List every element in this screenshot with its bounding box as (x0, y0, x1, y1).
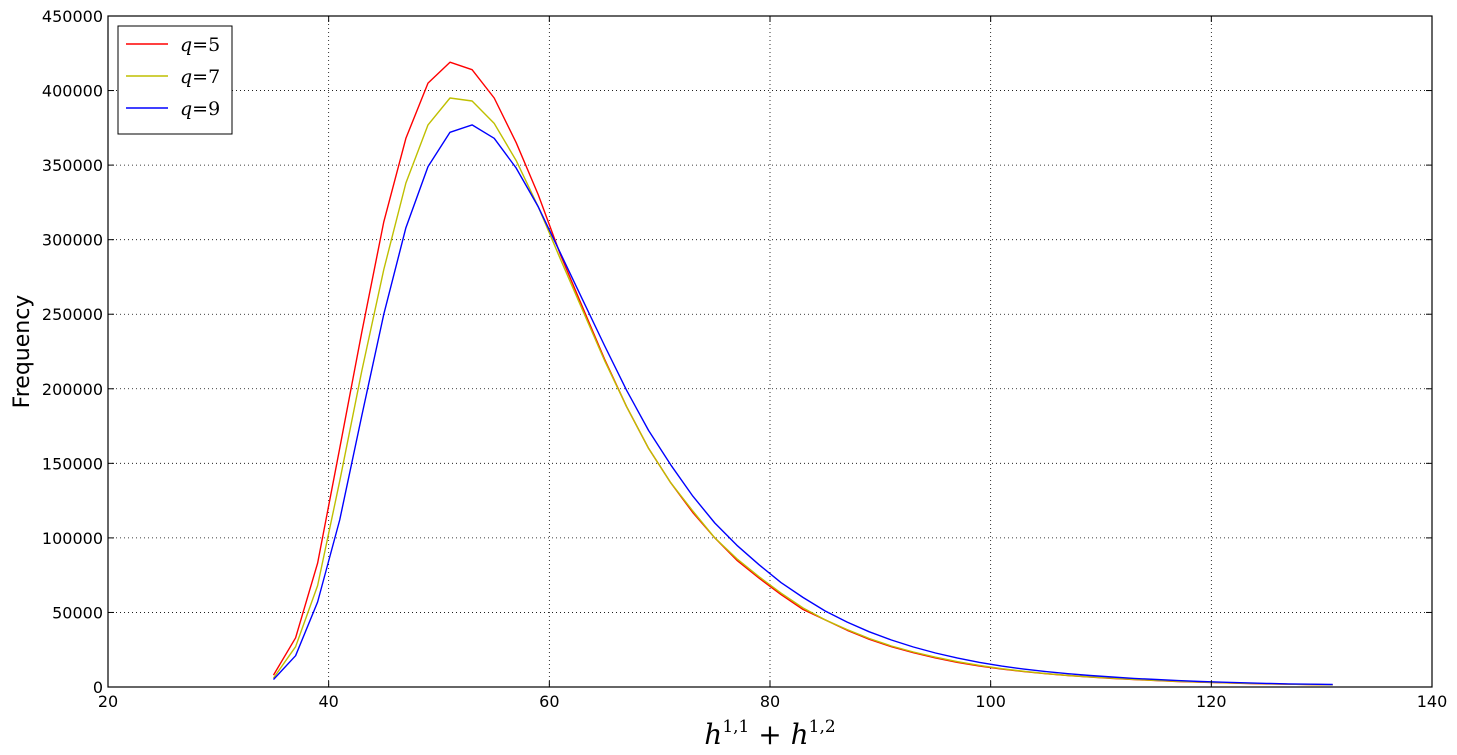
series-line-q-9 (272, 124, 1333, 686)
y-tick-label: 250000 (42, 305, 103, 324)
legend-label: q=7 (180, 66, 220, 88)
x-tick-label: 100 (975, 692, 1006, 711)
x-tick-label: 80 (760, 692, 780, 711)
y-tick-label: 200000 (42, 380, 103, 399)
axis-ticks: 20 40 60 80 100 120 140 0 50000 100000 150000 20000… (42, 7, 1447, 711)
legend-label-var: q (180, 66, 192, 88)
y-tick-label: 400000 (42, 82, 103, 101)
y-tick-label: 0 (93, 678, 103, 697)
y-tick-label: 450000 (42, 7, 103, 26)
legend-label-value: =7 (192, 66, 220, 88)
x-tick-label: 60 (539, 692, 559, 711)
x-tick-label: 120 (1196, 692, 1227, 711)
legend: q=5q=7q=9 (117, 25, 233, 135)
y-axis-label: Frequency (10, 295, 35, 409)
x-axis-label-sup-1: 1,1 (722, 717, 749, 737)
y-tick-label: 150000 (42, 454, 103, 473)
series-lines (272, 61, 1333, 686)
x-axis-label-operator: + (749, 718, 790, 751)
legend-label-var: q (180, 34, 192, 56)
y-tick-label: 300000 (42, 231, 103, 250)
x-axis-label-base-2: h (791, 718, 809, 751)
x-axis-label-base-1: h (704, 718, 722, 751)
legend-label-var: q (180, 98, 192, 120)
legend-label: q=9 (180, 98, 220, 120)
x-tick-label: 40 (318, 692, 338, 711)
legend-label-value: =9 (192, 98, 220, 120)
y-tick-label: 350000 (42, 156, 103, 175)
y-tick-label: 50000 (52, 603, 103, 622)
gridlines (108, 16, 1432, 687)
series-line-q-7 (272, 97, 1333, 686)
legend-label-value: =5 (192, 34, 220, 56)
x-axis-label: h1,1 + h1,2 (704, 717, 835, 751)
x-tick-label: 20 (98, 692, 118, 711)
x-axis-label-sup-2: 1,2 (809, 717, 836, 737)
legend-label: q=5 (180, 34, 220, 56)
y-tick-label: 100000 (42, 529, 103, 548)
x-tick-label: 140 (1417, 692, 1448, 711)
